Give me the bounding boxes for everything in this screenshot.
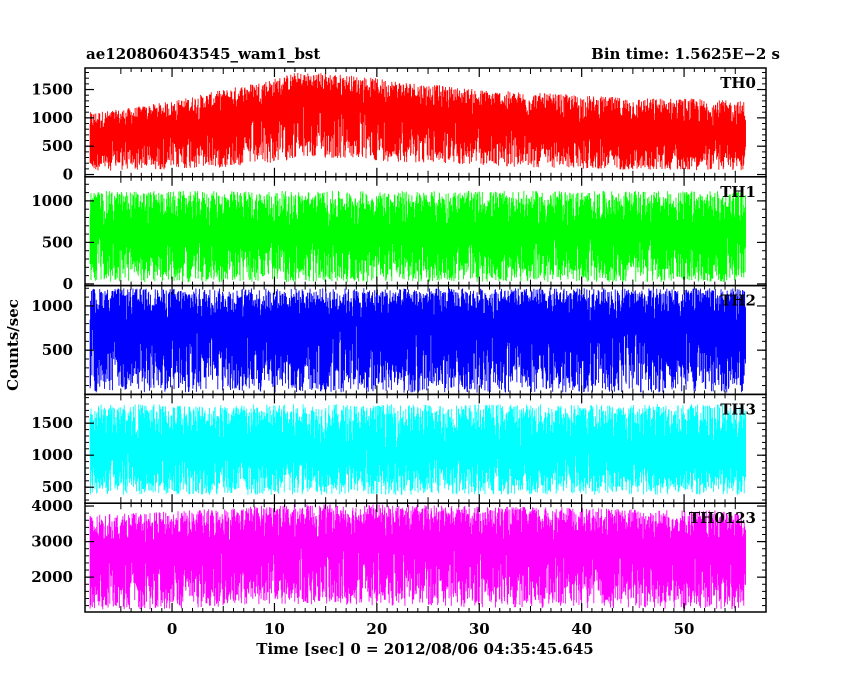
panel-label-th2: TH2 xyxy=(720,292,756,310)
y-tick-label: 4000 xyxy=(31,497,73,515)
x-tick-label: 40 xyxy=(571,620,592,638)
y-tick-label: 1000 xyxy=(31,297,73,315)
y-tick-label: 3000 xyxy=(31,533,73,551)
x-tick-label: 10 xyxy=(264,620,285,638)
figure-title: ae120806043545_wam1_bst xyxy=(86,45,320,63)
series-th0-trace xyxy=(89,73,746,171)
panel-th0123: 2000 3000 4000 TH0123 xyxy=(31,497,767,613)
panel-label-th3: TH3 xyxy=(720,400,756,418)
y-axis-label: Counts/sec xyxy=(4,299,22,391)
y-tick-label: 500 xyxy=(42,137,73,155)
panel-th2: 500 1000 TH2 xyxy=(31,284,767,396)
y-tick-label: 0 xyxy=(63,275,73,293)
panel-th3: 500 1000 1500 TH3 xyxy=(31,393,767,504)
x-tick-label: 20 xyxy=(366,620,387,638)
panel-frame xyxy=(84,502,767,613)
series-th0123-trace xyxy=(89,504,746,610)
y-tick-label: 1000 xyxy=(31,192,73,210)
y-tick-label: 1000 xyxy=(31,446,73,464)
y-tick-label: 1000 xyxy=(31,109,73,127)
y-tick-label: 500 xyxy=(42,341,73,359)
bin-time-label: Bin time: 1.5625E−2 s xyxy=(591,45,780,63)
y-tick-label: 0 xyxy=(63,166,73,184)
series-th2-trace xyxy=(89,288,746,393)
series-th3-trace xyxy=(89,404,746,495)
panel-th0: 0 500 1000 1500 TH0 xyxy=(31,67,767,184)
panel-label-th1: TH1 xyxy=(720,183,756,201)
y-tick-label: 1500 xyxy=(31,81,73,99)
y-tick-label: 500 xyxy=(42,478,73,496)
x-axis-label: Time [sec] 0 = 2012/08/06 04:35:45.645 xyxy=(256,640,593,658)
x-tick-label: 30 xyxy=(469,620,490,638)
panel-label-th0: TH0 xyxy=(720,74,756,92)
series-th1-trace xyxy=(89,190,746,283)
panel-th1: 0 500 1000 TH1 xyxy=(31,176,767,293)
y-tick-label: 2000 xyxy=(31,568,73,586)
x-tick-label: 50 xyxy=(674,620,695,638)
y-tick-label: 500 xyxy=(42,233,73,251)
panel-label-th0123: TH0123 xyxy=(689,509,756,527)
y-tick-label: 1500 xyxy=(31,414,73,432)
x-tick-label: 0 xyxy=(167,620,177,638)
